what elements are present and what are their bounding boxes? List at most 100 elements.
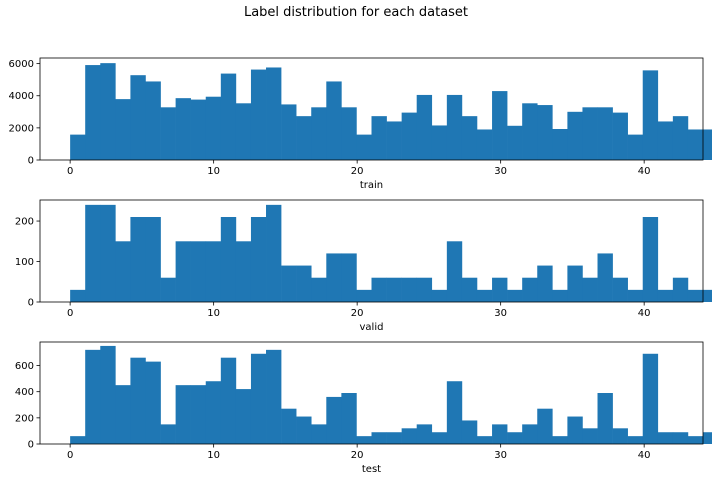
train-bar	[266, 67, 282, 160]
valid-bar	[235, 241, 252, 302]
train-bar	[582, 107, 598, 160]
train-bar	[401, 112, 418, 160]
test-bar	[507, 432, 523, 444]
train-bar	[386, 121, 402, 160]
valid-y-tick-label: 0	[28, 298, 34, 309]
test-bar	[461, 420, 478, 444]
valid-bar	[341, 253, 357, 302]
test-bar	[250, 353, 267, 444]
valid-bar	[326, 253, 342, 302]
test-bar	[703, 432, 712, 444]
valid-bar	[642, 217, 659, 302]
test-bar	[235, 389, 252, 444]
test-x-tick-label: 20	[351, 450, 364, 461]
valid-bar	[296, 265, 312, 302]
valid-bar	[85, 204, 101, 302]
valid-y-tick-label: 100	[15, 257, 34, 268]
valid-bar	[281, 265, 297, 302]
train-bar	[85, 65, 101, 160]
valid-bar	[703, 289, 712, 302]
test-bar	[175, 385, 191, 444]
test-bar	[642, 353, 659, 444]
valid-bar	[220, 217, 237, 302]
valid-bar	[492, 277, 508, 302]
test-bar	[190, 385, 207, 444]
test-bar	[70, 436, 86, 444]
test-bar	[371, 432, 387, 444]
train-bar	[145, 81, 161, 160]
test-bar	[401, 428, 418, 444]
test-bar	[567, 416, 583, 444]
test-y-tick-label: 400	[15, 387, 34, 398]
test-bar	[431, 432, 448, 444]
valid-bar	[476, 289, 493, 302]
test-bar	[627, 436, 644, 444]
valid-bar	[461, 277, 478, 302]
train-bar	[687, 129, 704, 160]
test-x-tick-label: 10	[207, 450, 220, 461]
train-bar	[552, 129, 568, 160]
valid-x-tick-label: 20	[351, 308, 364, 319]
train-bar	[341, 107, 357, 160]
valid-bar	[250, 217, 267, 302]
train-bar	[476, 129, 493, 160]
train-subplot: 0 10 20 30 40 0 2000 4000 6000 train	[9, 57, 712, 191]
train-bar	[537, 105, 553, 160]
test-bar	[446, 381, 463, 444]
test-bar	[341, 393, 357, 444]
test-bar	[296, 416, 312, 444]
train-bar	[567, 111, 583, 160]
train-bar	[311, 107, 327, 160]
test-bar	[356, 436, 372, 444]
test-bar	[115, 385, 131, 444]
test-bar	[220, 357, 237, 444]
train-bar	[597, 107, 613, 160]
train-x-axis-label: train	[360, 180, 383, 191]
train-bar	[115, 99, 131, 160]
valid-x-tick-label: 0	[67, 308, 73, 319]
train-bar	[205, 96, 222, 160]
train-bar	[492, 91, 508, 160]
train-bar	[627, 134, 644, 160]
test-y-tick-label: 600	[15, 361, 34, 372]
test-bar	[416, 424, 433, 444]
valid-bar	[175, 241, 191, 302]
train-x-tick-label: 10	[207, 166, 220, 177]
test-bar	[612, 428, 628, 444]
valid-bar	[522, 277, 538, 302]
valid-y-tick-label: 200	[15, 217, 34, 228]
train-bar	[220, 73, 237, 160]
train-bar	[160, 107, 176, 160]
test-bar	[160, 424, 176, 444]
test-bar	[205, 381, 222, 444]
valid-bar	[537, 265, 553, 302]
train-bar	[130, 75, 146, 160]
valid-bar	[371, 277, 387, 302]
train-bar	[446, 94, 463, 160]
valid-axes-frame	[39, 199, 704, 303]
train-bar	[672, 116, 689, 160]
test-bar	[85, 349, 101, 444]
valid-bar	[356, 289, 372, 302]
valid-subplot: 0 10 20 30 40 0 100 200 valid	[15, 199, 712, 333]
valid-bar	[386, 277, 402, 302]
train-bar	[100, 63, 116, 160]
train-bar	[190, 99, 207, 160]
train-bar	[612, 112, 628, 160]
valid-bar	[687, 289, 704, 302]
valid-x-tick-label: 40	[638, 308, 651, 319]
train-bar	[703, 129, 712, 160]
test-bar	[326, 396, 342, 444]
valid-bar	[582, 277, 598, 302]
test-y-tick-label: 0	[28, 440, 34, 451]
valid-bar	[597, 253, 613, 302]
test-bar	[492, 424, 508, 444]
valid-x-axis-label: valid	[360, 322, 384, 333]
valid-bar	[431, 289, 448, 302]
train-x-tick-label: 0	[67, 166, 73, 177]
valid-bar	[552, 289, 568, 302]
test-bar	[100, 345, 116, 444]
valid-bar	[70, 289, 86, 302]
